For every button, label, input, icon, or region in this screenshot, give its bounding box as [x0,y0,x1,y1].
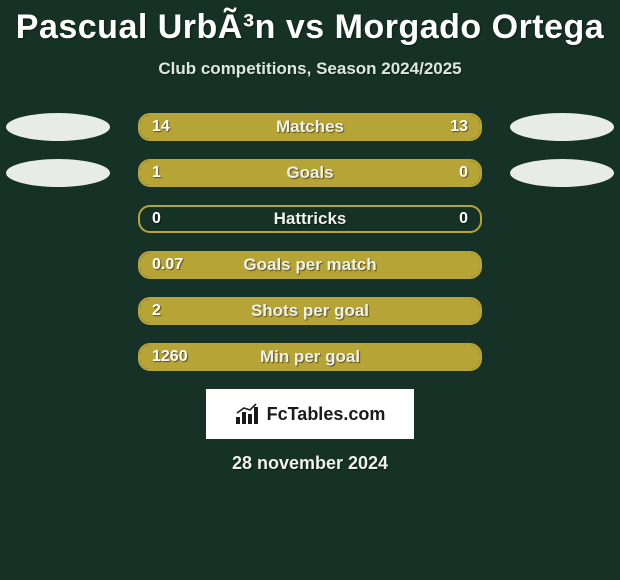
stat-row: Matches1413 [0,113,620,141]
bar-fill-left [140,253,480,277]
bar-fill-left [140,345,480,369]
stat-bar: Shots per goal2 [138,297,482,325]
stat-row: Shots per goal2 [0,297,620,325]
player-avatar-right [510,159,614,187]
player-avatar-left [6,113,110,141]
stat-value-left: 0 [152,207,161,231]
stat-row: Min per goal1260 [0,343,620,371]
bar-fill-left [140,115,316,139]
bar-fill-left [140,161,395,185]
stat-row: Hattricks0 0 [0,205,620,233]
logo-text: FcTables.com [267,404,386,425]
snapshot-date: 28 november 2024 [0,453,620,474]
site-logo: FcTables.com [206,389,414,439]
comparison-title: Pascual UrbÃ³n vs Morgado Ortega [0,0,620,47]
stat-bar: Hattricks0 0 [138,205,482,233]
player-avatar-left [6,159,110,187]
stat-value-right: 0 [459,207,468,231]
bar-fill-right [316,115,480,139]
stat-bar: Goals10 [138,159,482,187]
stat-row: Goals10 [0,159,620,187]
stat-bar: Matches1413 [138,113,482,141]
bar-fill-right [395,161,480,185]
stat-row: Goals per match0.07 [0,251,620,279]
comparison-subtitle: Club competitions, Season 2024/2025 [0,59,620,79]
chart-icon [235,403,261,425]
stat-bar: Goals per match0.07 [138,251,482,279]
stat-bar: Min per goal1260 [138,343,482,371]
stat-label: Hattricks [140,207,480,231]
stat-rows: Matches1413 Goals10 Hattricks0 0 Goals per m… [0,113,620,371]
player-avatar-right [510,113,614,141]
bar-fill-left [140,299,480,323]
